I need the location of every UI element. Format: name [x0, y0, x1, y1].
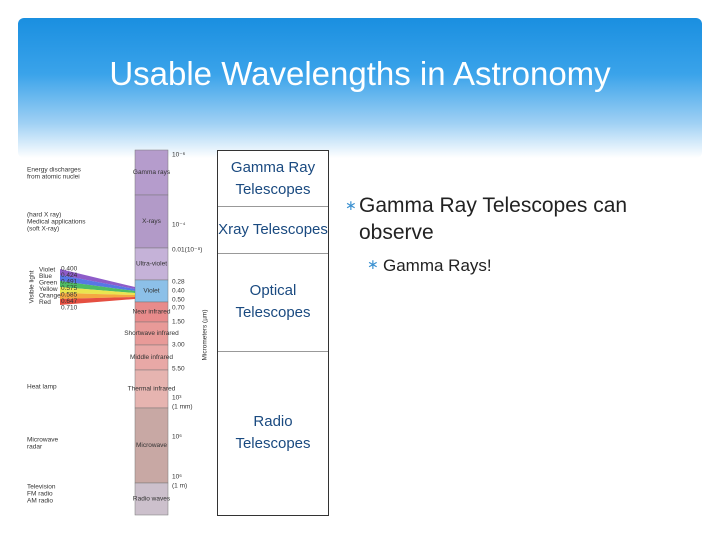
visible-color: Yellow [39, 286, 58, 293]
scale-label: 0.50 [172, 297, 185, 304]
source-label: (soft X-ray) [27, 226, 59, 233]
band-label: Radio waves [133, 496, 171, 503]
visible-color: Green [39, 280, 57, 287]
band [134, 149, 169, 196]
source-label: Television [27, 484, 56, 491]
band-label: X-rays [142, 218, 162, 225]
telescope-label: Radio Telescopes [235, 413, 311, 452]
source-label: from atomic nuclei [27, 174, 80, 181]
axis-label: Micrometers (µm) [202, 309, 209, 360]
rainbow-ray [60, 281, 135, 293]
bullet: ∗ Gamma Ray Telescopes can observe [345, 194, 628, 244]
band [134, 344, 169, 371]
source-label: Microwave [27, 437, 58, 444]
scale-label: 10⁶ [172, 434, 182, 441]
band-label: Ultra-violet [136, 261, 167, 268]
bullet-text: Gamma Rays! [383, 256, 492, 275]
scale-label: (1 m) [172, 483, 187, 490]
scale-label: 3.00 [172, 342, 185, 349]
visible-label: Visible light [29, 270, 36, 303]
visible-value: 0.400 [61, 266, 78, 273]
scale-label: 10⁶ [172, 474, 182, 481]
source-label: Medical applications [27, 219, 86, 226]
band-label: Near infrared [133, 309, 171, 316]
source-label: Heat lamp [27, 384, 57, 391]
visible-color: Red [39, 299, 51, 306]
band [134, 194, 169, 249]
scale-label: 10⁻⁶ [172, 152, 186, 159]
scale-label: 0.01(10⁻⁸) [172, 247, 202, 254]
source-label: AM radio [27, 498, 53, 505]
rainbow-ray [60, 287, 135, 295]
source-label: FM radio [27, 491, 53, 498]
telescope-label: Gamma Ray Telescopes [218, 151, 328, 207]
band-label: Shortwave infrared [124, 330, 179, 337]
band-label: Thermal infrared [128, 386, 176, 393]
visible-color: Blue [39, 273, 52, 280]
band [134, 482, 169, 516]
visible-value: 0.710 [61, 305, 78, 312]
sub-bullet: ∗ Gamma Rays! [367, 256, 492, 275]
bullet-text: Gamma Ray Telescopes can observe [359, 194, 628, 244]
rainbow-ray [60, 269, 135, 289]
visible-color: Orange [39, 293, 61, 300]
scale-label: 5.50 [172, 366, 185, 373]
source-label: Energy discharges [27, 167, 82, 174]
scale-label: 1.50 [172, 319, 185, 326]
rainbow-ray [60, 275, 135, 291]
spectrum-diagram: Gamma rays X-rays Ultra-violet Violet Near i… [27, 149, 209, 516]
visible-value: 0.424 [61, 272, 78, 279]
band-label: Violet [143, 288, 159, 295]
scale-label: (1 mm) [172, 404, 193, 411]
band [134, 247, 169, 281]
visible-value: 0.647 [61, 298, 78, 305]
scale-label: 0.40 [172, 288, 185, 295]
band-label: Gamma rays [133, 169, 171, 176]
telescope-column: Gamma Ray Telescopes Xray Telescopes Optic… [217, 150, 329, 516]
visible-value: 0.575 [61, 285, 78, 292]
band-label: Middle infrared [130, 354, 173, 361]
scale-label: 10³ [172, 395, 182, 402]
visible-value: 0.491 [61, 279, 78, 286]
source-label: (hard X ray) [27, 212, 61, 219]
band-label: Microwave [136, 442, 167, 449]
visible-color: Violet [39, 267, 55, 274]
header-band [18, 18, 702, 158]
telescope-label: Optical Telescopes [218, 253, 328, 352]
scale-label: 10⁻⁴ [172, 222, 186, 229]
source-label: radar [27, 444, 43, 451]
telescope-label: Xray Telescopes [218, 206, 328, 254]
scale-label: 0.70 [172, 305, 185, 312]
slide-title: Usable Wavelengths in Astronomy [109, 55, 611, 92]
visible-value: 0.585 [61, 292, 78, 299]
scale-label: 0.28 [172, 279, 185, 286]
rainbow-ray [60, 297, 135, 305]
